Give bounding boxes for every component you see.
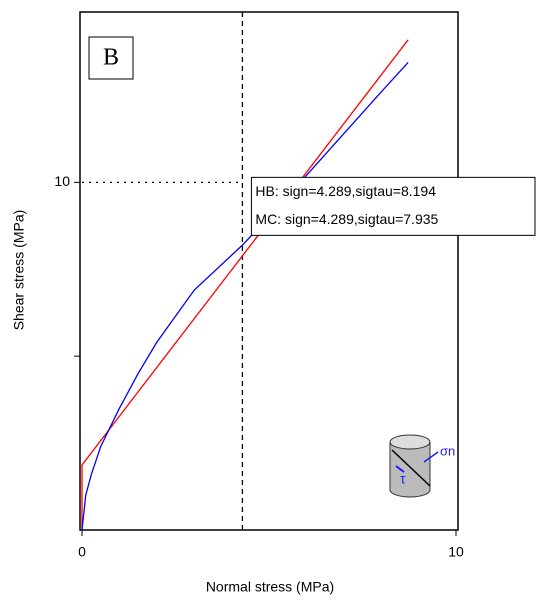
x-tick-label: 0 xyxy=(78,544,86,560)
panel-label: B xyxy=(103,45,119,71)
series-line xyxy=(81,39,409,530)
series-line xyxy=(81,61,409,531)
annotation-box xyxy=(250,176,536,236)
icon-label: σn xyxy=(440,443,455,458)
panel-label-box xyxy=(88,36,134,80)
x-tick-label: 10 xyxy=(448,544,464,560)
y-tick-label: 10 xyxy=(54,173,70,189)
plot-frame xyxy=(79,11,459,531)
icon-label: τ xyxy=(400,471,406,487)
annotation-text: MC: sign=4.289,sigtau=7.935 xyxy=(255,211,438,227)
y-axis-title: Shear stress (MPa) xyxy=(11,210,27,331)
x-axis-title: Normal stress (MPa) xyxy=(206,579,334,595)
annotation-text: HB: sign=4.289,sigtau=8.194 xyxy=(255,183,436,199)
stress-icon: σn τ xyxy=(389,434,455,498)
